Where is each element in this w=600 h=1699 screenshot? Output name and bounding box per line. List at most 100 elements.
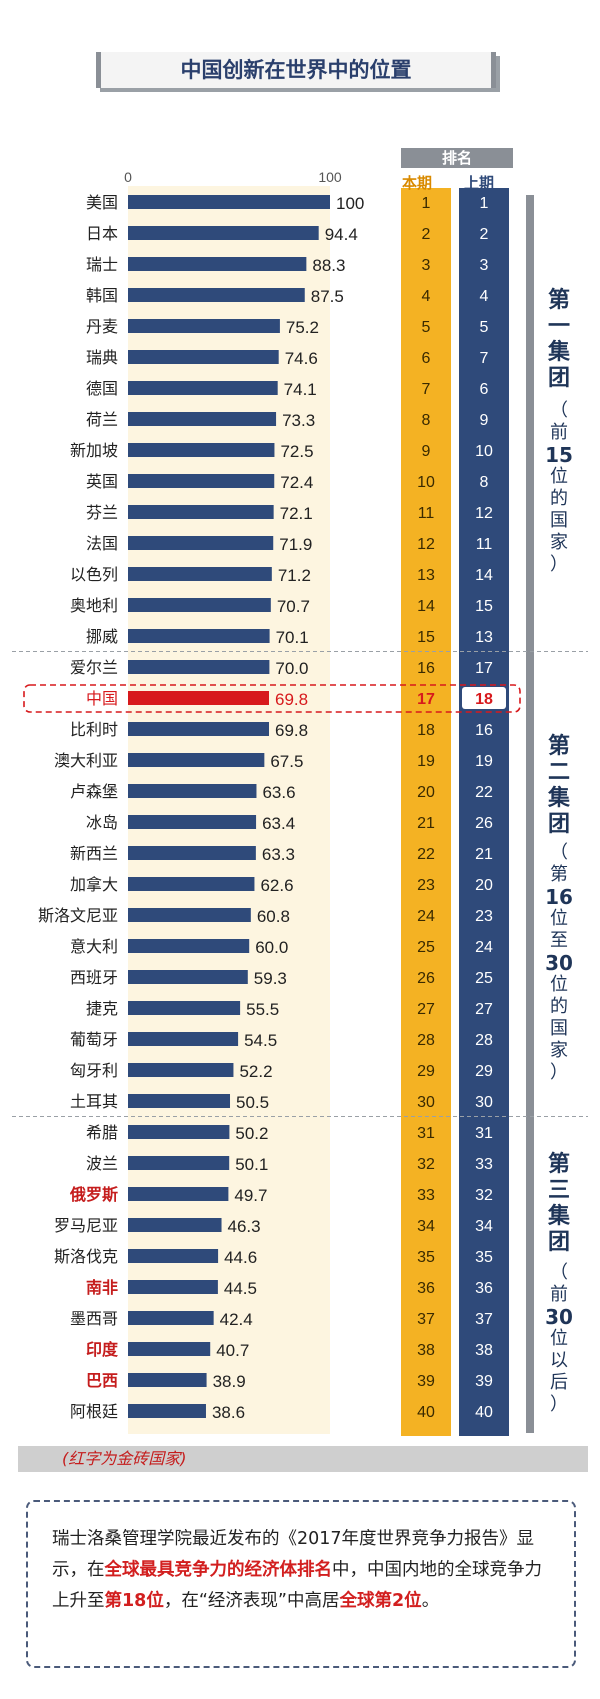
category-label: 中国	[86, 689, 118, 708]
value-label: 100	[336, 194, 364, 213]
group-3-sub-close: ）	[550, 1394, 568, 1415]
rank-current: 26	[417, 970, 435, 987]
note-text-1: 瑞士洛桑管理学院最近发布的《2017年度世界竞争力报告》显示，在	[52, 1529, 535, 1580]
value-label: 74.6	[285, 349, 318, 368]
bar	[128, 474, 275, 488]
rank-previous: 19	[475, 753, 493, 770]
bar	[128, 1063, 234, 1077]
bar	[128, 1001, 241, 1015]
group-divider-bar	[526, 195, 534, 1433]
value-label: 63.4	[262, 814, 295, 833]
value-label: 70.0	[275, 659, 308, 678]
value-label: 72.5	[280, 442, 313, 461]
bar	[128, 1373, 207, 1387]
category-label: 巴西	[86, 1371, 118, 1390]
rank-current: 17	[417, 691, 435, 708]
group-1-sub-num: 15	[545, 443, 573, 467]
bar	[128, 195, 330, 209]
group-2-sub-mid: 位至	[550, 908, 568, 951]
value-label: 71.9	[279, 535, 312, 554]
category-label: 英国	[86, 472, 118, 491]
bar	[128, 567, 272, 581]
rank-previous: 28	[475, 1032, 493, 1049]
category-label: 新西兰	[70, 844, 118, 863]
rank-current-header: 本期	[402, 174, 433, 192]
category-label: 西班牙	[70, 968, 118, 987]
rank-previous: 30	[475, 1094, 493, 1111]
category-label: 波兰	[86, 1154, 118, 1173]
group-3-sub-open: （	[550, 1262, 568, 1283]
bar	[128, 412, 277, 426]
rank-current: 34	[417, 1218, 435, 1235]
bar	[128, 877, 255, 891]
group-3-sub-pre: 前	[550, 1284, 568, 1305]
bar	[128, 784, 257, 798]
rank-previous: 2	[480, 226, 489, 243]
rank-current: 14	[417, 598, 435, 615]
value-label: 94.4	[325, 225, 358, 244]
rank-previous: 7	[480, 350, 489, 367]
category-label: 澳大利亚	[54, 751, 118, 770]
note-highlight-2: 第18位	[104, 1591, 164, 1611]
bar	[128, 381, 278, 395]
rank-current: 9	[422, 443, 431, 460]
bar	[128, 536, 274, 550]
value-label: 46.3	[228, 1217, 261, 1236]
value-label: 71.2	[278, 566, 311, 585]
group-1-sub-open: （	[550, 400, 568, 421]
bar	[128, 1280, 218, 1294]
bar	[128, 939, 250, 953]
highlight-outline	[23, 684, 521, 713]
axis-min-label: 0	[124, 169, 132, 185]
category-label: 捷克	[86, 999, 118, 1018]
rank-previous: 23	[475, 908, 493, 925]
rank-previous: 32	[475, 1187, 493, 1204]
rank-current: 33	[417, 1187, 435, 1204]
group-2-sub-pre: 第	[550, 864, 568, 885]
chart-rows: 美国 100 1 1日本 94.4 2 2瑞士 88.3 3 3韩国 87.5 4 4丹麦 75.2 5 5瑞…	[12, 193, 588, 1422]
category-label: 日本	[86, 224, 118, 243]
rank-previous: 21	[475, 846, 493, 863]
rank-previous: 39	[475, 1373, 493, 1390]
category-label: 土耳其	[70, 1092, 118, 1111]
note-highlight-1: 全球最具竞争力的经济体排名	[104, 1560, 333, 1580]
rank-current: 15	[417, 629, 435, 646]
rank-previous: 6	[480, 381, 489, 398]
group-1-sub-close: ）	[550, 554, 568, 575]
rank-previous: 25	[475, 970, 493, 987]
category-label: 挪威	[86, 627, 118, 646]
rank-previous: 29	[475, 1063, 493, 1080]
category-label: 爱尔兰	[70, 658, 118, 677]
group-3-sub-post: 位以后	[550, 1328, 568, 1393]
rank-current: 5	[422, 319, 431, 336]
rank-current: 3	[422, 257, 431, 274]
rank-current: 20	[417, 784, 435, 801]
rank-previous: 40	[475, 1404, 493, 1421]
report-note: 瑞士洛桑管理学院最近发布的《2017年度世界竞争力报告》显示，在全球最具竞争力的…	[26, 1500, 576, 1668]
value-label: 59.3	[254, 969, 287, 988]
bar	[128, 350, 279, 364]
value-label: 60.0	[255, 938, 288, 957]
rank-previous: 33	[475, 1156, 493, 1173]
category-label: 比利时	[70, 720, 118, 739]
rank-current: 31	[417, 1125, 435, 1142]
value-label: 69.8	[275, 721, 308, 740]
rank-current: 12	[417, 536, 435, 553]
value-label: 72.4	[280, 473, 313, 492]
group-1-sub-pre: 前	[550, 422, 568, 443]
bar	[128, 1125, 230, 1139]
rank-previous: 1	[480, 195, 489, 212]
category-label: 墨西哥	[70, 1309, 118, 1328]
group-1-title: 第一集团	[538, 288, 580, 392]
group-2-sub-post: 位的国家	[550, 974, 568, 1061]
value-label: 50.5	[236, 1093, 269, 1112]
note-text-2: 中，中国内地的全球竞争力上升至	[52, 1560, 542, 1611]
value-label: 62.6	[260, 876, 293, 895]
rank-previous: 5	[480, 319, 489, 336]
category-label: 罗马尼亚	[54, 1216, 118, 1235]
bar	[128, 319, 280, 333]
group-3-title: 第三集团	[538, 1152, 580, 1256]
rank-previous: 8	[480, 474, 489, 491]
value-label: 44.6	[224, 1248, 257, 1267]
rank-current: 23	[417, 877, 435, 894]
